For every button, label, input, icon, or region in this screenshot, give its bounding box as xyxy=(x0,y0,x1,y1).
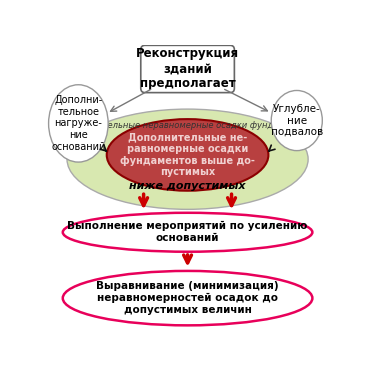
Text: Углубле-
ние
подвалов: Углубле- ние подвалов xyxy=(270,104,323,137)
Text: Дополнительные не-
равномерные осадки
фундаментов выше до-
пустимых: Дополнительные не- равномерные осадки фу… xyxy=(120,132,255,177)
Text: Выравнивание (минимизация)
неравномерностей осадок до
допустимых величин: Выравнивание (минимизация) неравномернос… xyxy=(96,282,279,315)
Text: Реконструкция
зданий
предполагает: Реконструкция зданий предполагает xyxy=(136,48,239,90)
Ellipse shape xyxy=(107,119,268,191)
Text: Дополни-
тельное
нагруже-
ние
оснований: Дополни- тельное нагруже- ние оснований xyxy=(51,95,105,152)
Ellipse shape xyxy=(63,213,313,252)
Ellipse shape xyxy=(63,271,313,326)
Text: ниже допустимых: ниже допустимых xyxy=(129,182,246,192)
Text: Выполнение мероприятий по усилению
оснований: Выполнение мероприятий по усилению основ… xyxy=(67,221,308,243)
FancyBboxPatch shape xyxy=(141,45,234,93)
Ellipse shape xyxy=(67,109,308,209)
Ellipse shape xyxy=(271,90,322,151)
Text: Дополнительные неравномерные осадки фундаментов: Дополнительные неравномерные осадки фунд… xyxy=(64,121,311,130)
Ellipse shape xyxy=(49,85,108,162)
